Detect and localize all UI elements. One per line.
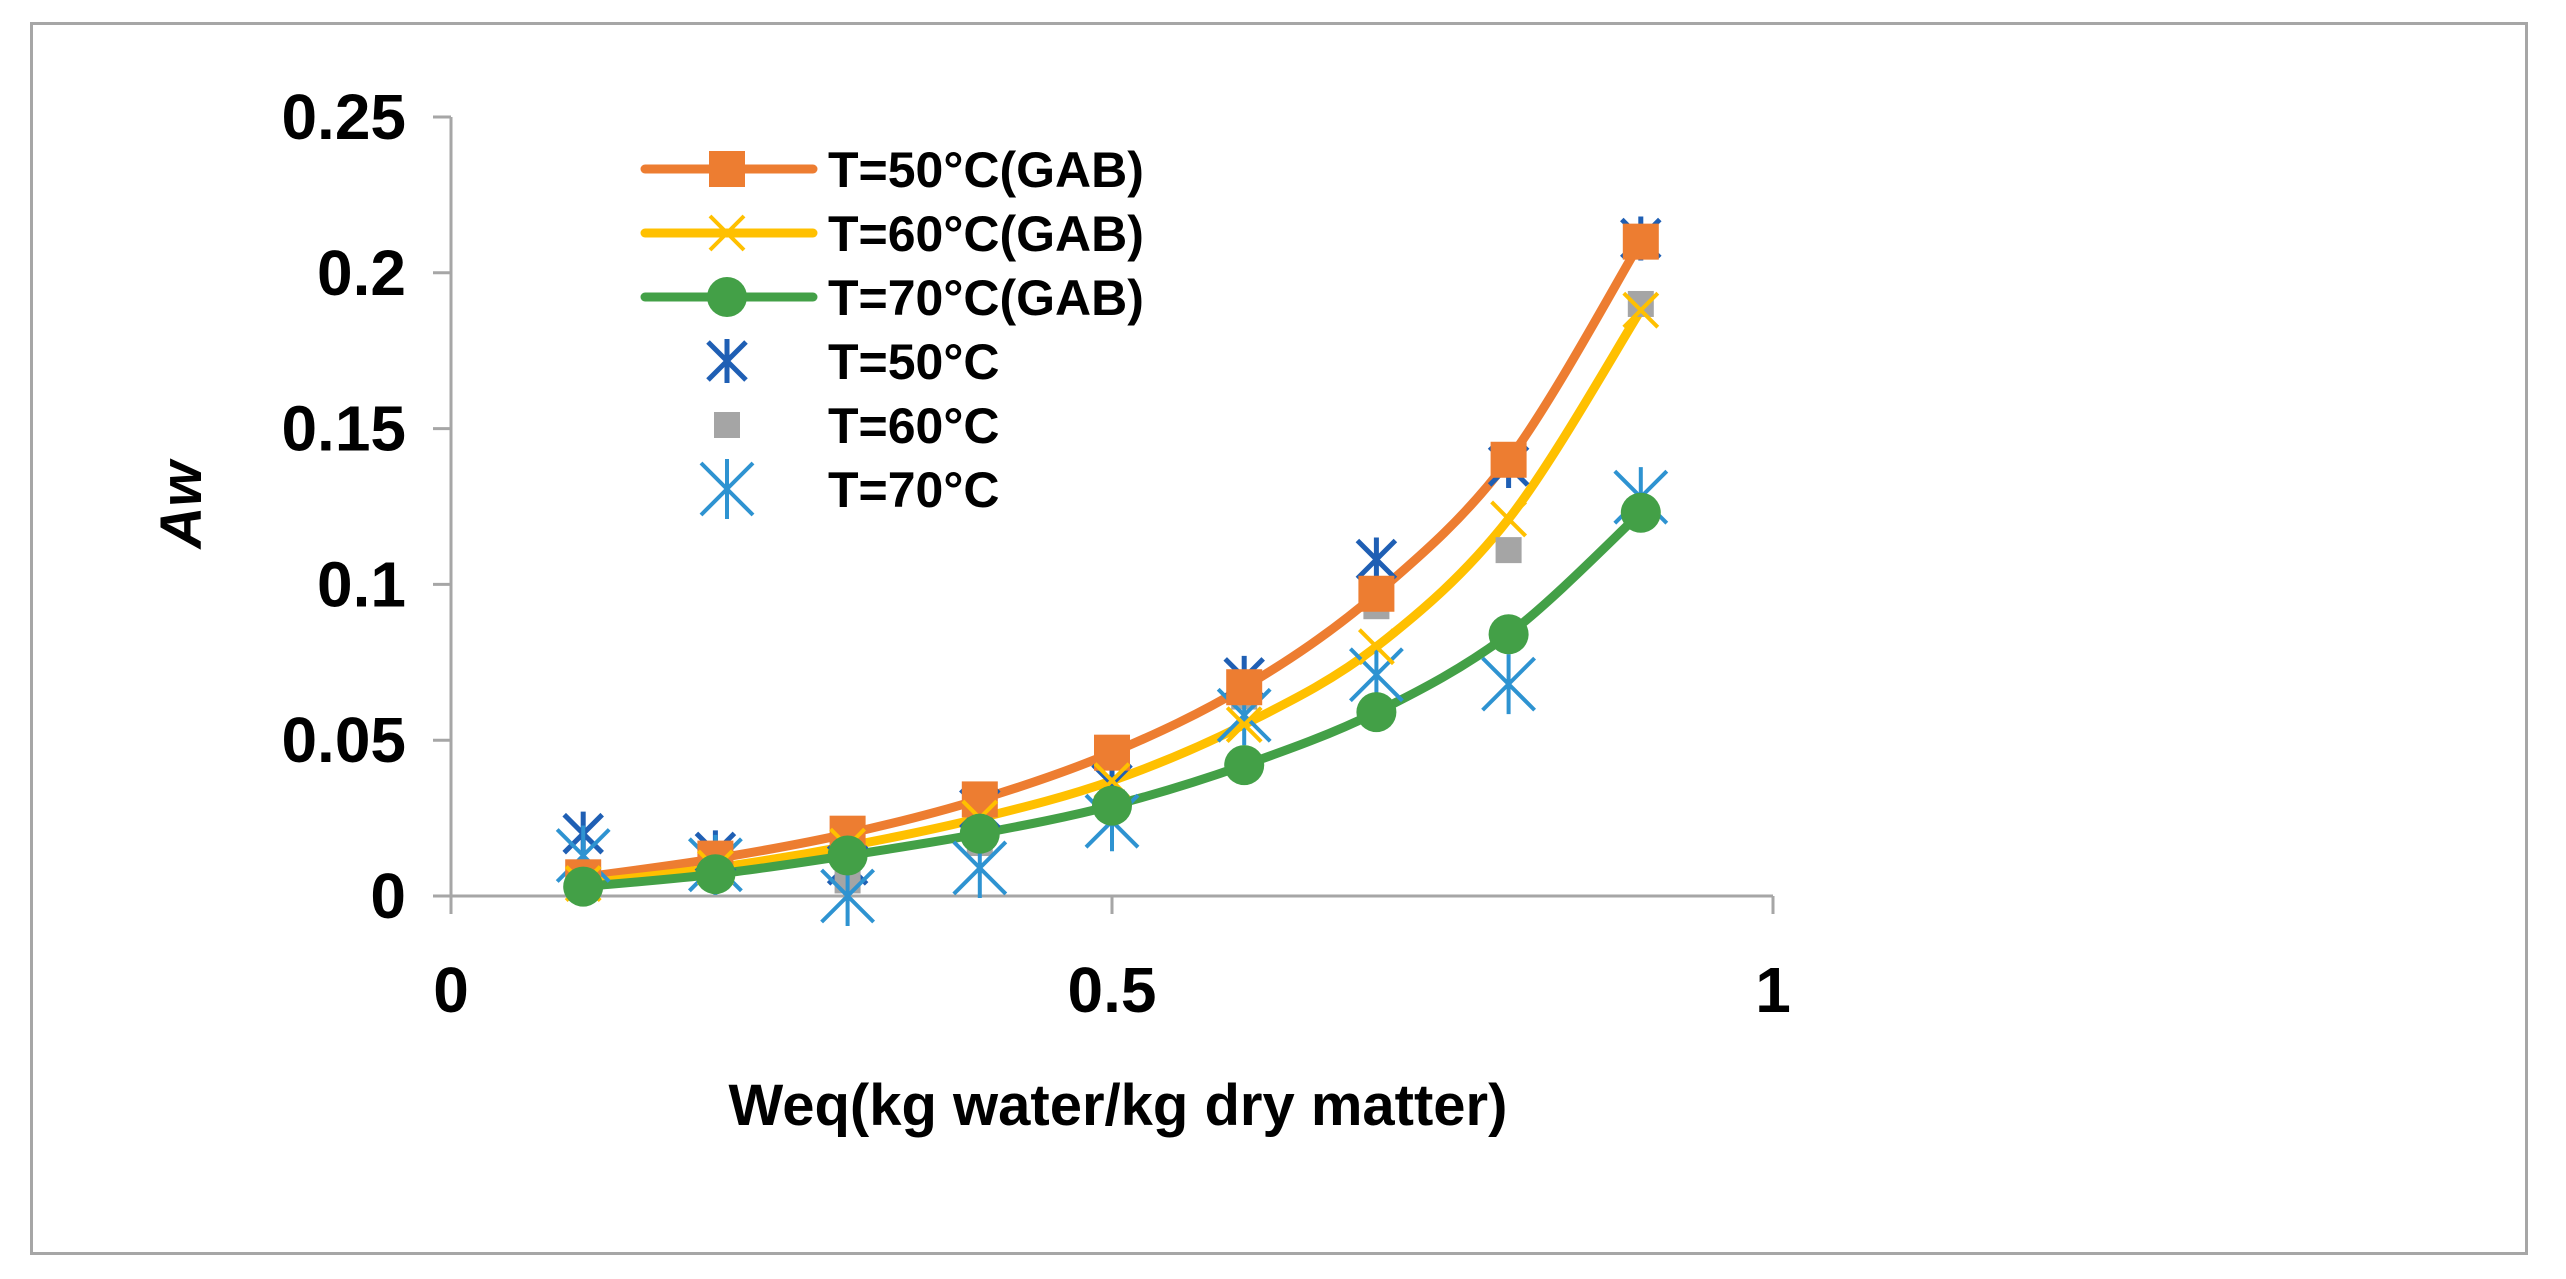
data-point: [1620, 492, 1661, 533]
legend-entry: T=60°C: [714, 398, 999, 454]
x-axis-title: Weq(kg water/kg dry matter): [729, 1073, 1508, 1138]
data-point: [1358, 575, 1395, 612]
y-tick-label: 0.2: [317, 237, 406, 309]
data-point: [1224, 745, 1265, 786]
x-tick-label: 0.5: [1068, 954, 1157, 1026]
legend-marker: [699, 459, 755, 519]
legend-entry: T=60°C(GAB): [640, 206, 1144, 262]
legend: T=50°C(GAB) T=60°C(GAB) T=70°C(GAB) T=50°C T…: [640, 142, 1144, 519]
data-point: [1627, 290, 1654, 317]
chart-canvas: 0 0.05 0.1 0.15 0.2 0.25 0 0.5 1 Aw Weq(kg water…: [149, 81, 1791, 1138]
data-point: [827, 835, 868, 876]
data-point: [1226, 669, 1263, 706]
y-tick-label: 0.15: [281, 393, 406, 465]
data-point: [1495, 537, 1522, 564]
legend-entry: T=50°C: [706, 334, 999, 390]
legend-entry: T=70°C(GAB): [640, 270, 1144, 326]
y-tick-label: 0.25: [281, 81, 406, 153]
ticks: [433, 115, 1775, 914]
legend-label: T=50°C: [828, 334, 999, 390]
legend-entry: T=70°C: [699, 459, 999, 519]
data-point: [1622, 291, 1660, 329]
data-point: [961, 781, 998, 818]
data-point: [1622, 223, 1659, 260]
legend-entry: T=50°C(GAB): [640, 142, 1144, 198]
legend-label: T=60°C: [828, 398, 999, 454]
legend-marker: [708, 214, 746, 252]
chart-frame: 0 0.05 0.1 0.15 0.2 0.25 0 0.5 1 Aw Weq(kg water…: [30, 22, 2528, 1255]
y-tick-label: 0: [370, 860, 406, 932]
legend-label: T=60°C(GAB): [828, 206, 1144, 262]
y-tick-label: 0.05: [281, 704, 406, 776]
data-point: [1225, 706, 1263, 744]
y-axis-title: Aw: [149, 458, 214, 551]
data-point: [1488, 614, 1529, 655]
data-point: [1094, 734, 1130, 771]
legend-marker: [709, 151, 745, 187]
data-point: [1481, 654, 1537, 715]
legend-marker: [706, 339, 748, 383]
legend-label: T=70°C: [828, 462, 999, 518]
data-point: [1092, 785, 1132, 826]
series-group: [565, 223, 1659, 896]
data-point: [820, 866, 876, 926]
series-group: [563, 492, 1661, 907]
y-tick-label: 0.1: [317, 548, 406, 620]
data-point: [1356, 692, 1397, 733]
x-tick-label: 0: [433, 954, 469, 1026]
data-point: [695, 854, 736, 895]
data-point: [1490, 441, 1527, 478]
legend-label: T=70°C(GAB): [828, 270, 1144, 326]
data-point: [1355, 537, 1398, 582]
series-markers: [555, 216, 1669, 926]
legend-marker: [707, 277, 747, 317]
x-tick-label: 1: [1755, 954, 1791, 1026]
tick-labels: 0 0.05 0.1 0.15 0.2 0.25 0 0.5 1: [281, 81, 1790, 1026]
data-point: [1490, 500, 1528, 538]
legend-label: T=50°C(GAB): [828, 142, 1144, 198]
legend-marker: [714, 412, 740, 438]
data-point: [959, 813, 1000, 854]
data-point: [563, 866, 604, 907]
data-point: [1357, 628, 1395, 666]
